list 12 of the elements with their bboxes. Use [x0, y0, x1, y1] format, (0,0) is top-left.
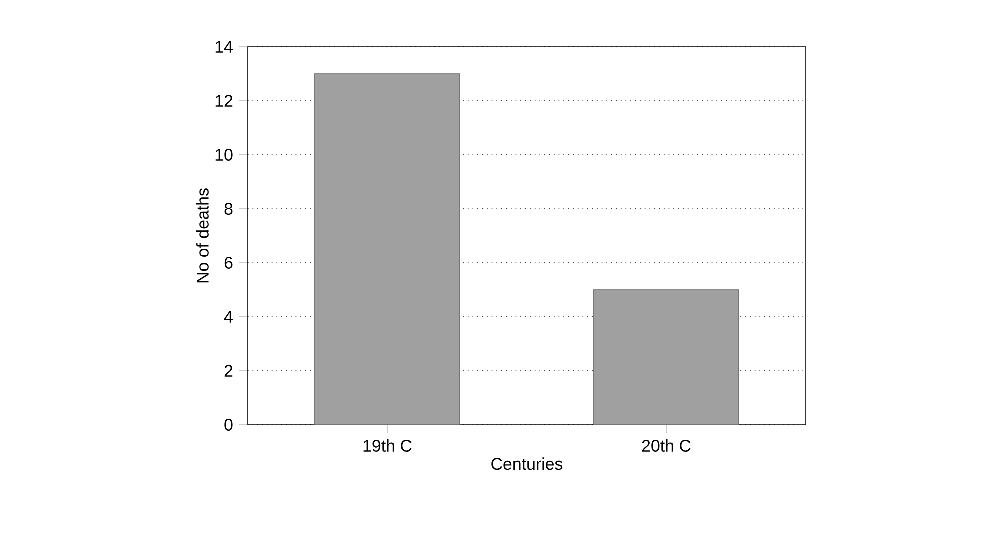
- y-tick-label: 8: [224, 203, 233, 215]
- y-tick-label: 6: [224, 257, 233, 269]
- y-tick-label: 14: [216, 41, 233, 53]
- y-axis-title: No of deaths: [196, 188, 209, 283]
- x-axis-title: Centuries: [492, 458, 563, 470]
- x-tick-label: 20th C: [642, 440, 691, 452]
- y-tick-label: 12: [216, 95, 233, 107]
- y-tick-label: 0: [224, 419, 233, 431]
- y-tick-label: 10: [216, 149, 233, 161]
- y-tick-label: 2: [224, 365, 233, 377]
- x-tick-label: 19th C: [364, 440, 412, 452]
- y-tick-label: 4: [224, 311, 233, 323]
